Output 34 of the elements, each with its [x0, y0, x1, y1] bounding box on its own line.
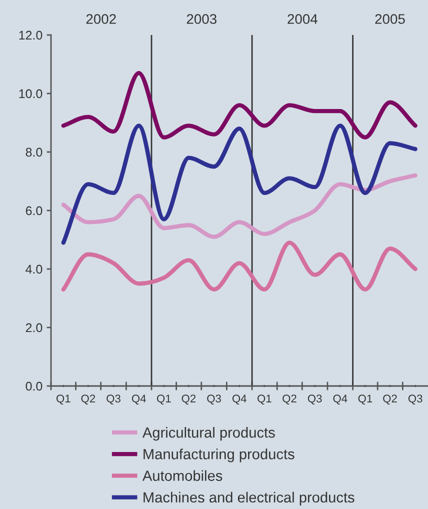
- x-tick-label: Q3: [207, 394, 221, 404]
- legend-label: Agricultural products: [142, 427, 275, 441]
- line-series: [61, 173, 418, 239]
- y-tick-label: 10.0: [19, 89, 42, 98]
- y-tick-label: 4.0: [26, 264, 42, 274]
- line-series: [61, 124, 418, 245]
- y-tick-label: 6.0: [26, 206, 42, 216]
- x-tick-label: Q2: [81, 394, 96, 404]
- x-tick-label: Q1: [258, 394, 272, 404]
- x-tick-label: Q4: [232, 394, 246, 404]
- x-tick-label: Q3: [106, 394, 120, 404]
- legend-label: Manufacturing products: [144, 448, 294, 462]
- x-tick-label: Q4: [333, 394, 348, 404]
- x2-tick-label: 2002: [86, 14, 116, 24]
- x-tick-label: Q1: [56, 394, 70, 404]
- x-tick-label: Q1: [157, 394, 171, 404]
- legend-label: Automobiles: [142, 470, 222, 481]
- x-tick-label: Q3: [308, 394, 322, 404]
- y-tick-label: 8.0: [26, 148, 42, 157]
- y-tick-label: 2.0: [26, 323, 42, 332]
- legend-label: Machines and electrical products: [144, 492, 354, 506]
- x-tick-label: Q2: [182, 394, 196, 404]
- line-series: [61, 70, 418, 140]
- x-tick-label: Q2: [383, 394, 397, 404]
- x2-tick-label: 2003: [186, 14, 216, 24]
- y-tick-label: 12.0: [19, 30, 42, 40]
- x2-tick-label: 2004: [288, 14, 318, 24]
- x-tick-label: Q1: [358, 394, 372, 404]
- line-series: [61, 240, 418, 292]
- x-tick-label: Q2: [282, 394, 296, 404]
- x-tick-label: Q4: [132, 394, 146, 404]
- x-tick-label: Q3: [408, 394, 422, 404]
- y-tick-label: 0.0: [26, 382, 42, 391]
- x2-tick-label: 2005: [375, 14, 405, 24]
